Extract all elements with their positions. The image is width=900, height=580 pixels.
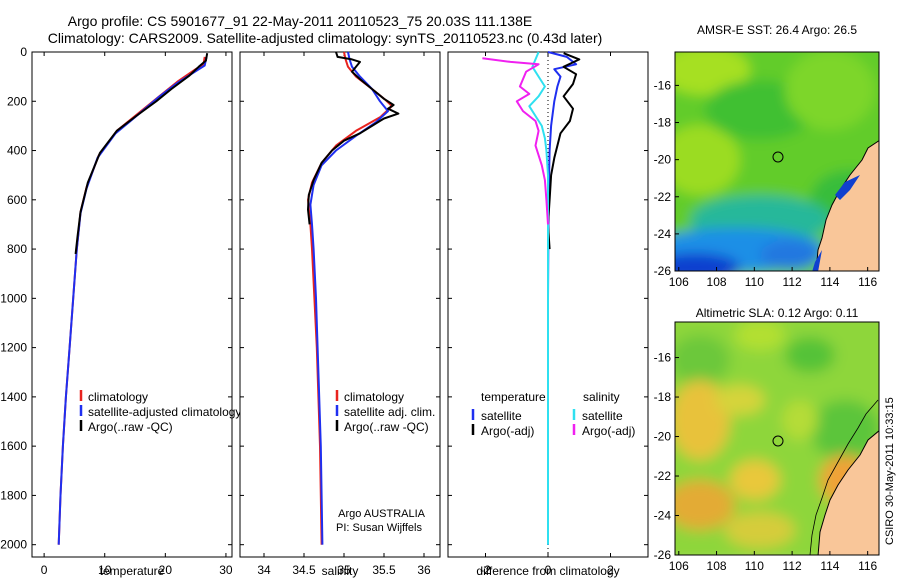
- temperature-xlabel: temperature: [100, 564, 165, 578]
- sst-land: [815, 140, 879, 271]
- sla-ytick-label: -16: [654, 351, 672, 365]
- difference-xtick-label: -2: [480, 563, 491, 577]
- difference-series-argo-line: [547, 52, 581, 250]
- depth-tick-label: 1800: [0, 488, 27, 502]
- sla-ytick-label: -26: [654, 548, 672, 562]
- sla-ytick-label: -22: [654, 469, 672, 483]
- sla-map-frame: [674, 321, 880, 556]
- salinity-legend-label: satellite adj. clim.: [344, 405, 435, 419]
- temperature-xtick-label: 20: [159, 563, 173, 577]
- temperature-series-argo-line: [74, 53, 209, 255]
- sla-xtick-label: 106: [669, 559, 689, 573]
- sst-ytick-label: -24: [654, 227, 672, 241]
- depth-tick-label: 1200: [0, 341, 27, 355]
- sst-xtick-label: 114: [820, 275, 839, 289]
- diff-legend-left-label: satellite: [481, 409, 522, 423]
- difference-xtick-label: 0: [545, 563, 552, 577]
- figure-title-line2: Climatology: CARS2009. Satellite-adjuste…: [48, 30, 603, 46]
- sst-ytick-label: -16: [654, 78, 672, 92]
- sla-ytick-label: -20: [654, 430, 672, 444]
- sst-ytick-label: -18: [654, 116, 672, 130]
- sst-xtick-label: 106: [669, 275, 689, 289]
- sla-xtick-label: 108: [707, 559, 727, 573]
- salinity-xtick-label: 34.5: [292, 563, 316, 577]
- salinity-xtick-label: 35: [337, 563, 351, 577]
- sst-ytick-label: -26: [654, 264, 672, 278]
- sst-xtick-label: 112: [783, 275, 802, 289]
- salinity-annotation-line1: Argo AUSTRALIA: [338, 508, 425, 520]
- salinity-axes-frame: [239, 51, 441, 558]
- sla-xtick-label: 110: [745, 559, 764, 573]
- figure-title-line1: Argo profile: CS 5901677_91 22-May-2011 …: [68, 13, 532, 29]
- sla-map: Altimetric SLA: 0.12 Argo: 0.11 106 108 11: [654, 306, 880, 573]
- depth-tick-label: 1400: [0, 390, 27, 404]
- sla-axis-ticks: 106 108 110 112 114 116 -16 -18 -20 -22 -24 -26: [654, 351, 878, 573]
- salinity-xtick-label: 35.5: [372, 563, 396, 577]
- sla-xtick-label: 114: [820, 559, 839, 573]
- depth-tick-label: 800: [7, 242, 27, 256]
- temperature-xtick-label: 30: [219, 563, 233, 577]
- panel-salinity: 34 34.5 35 35.5 36 salinity climatologysatelli…: [239, 51, 441, 578]
- sla-ytick-label: -18: [654, 390, 672, 404]
- salinity-annotation-line2: PI: Susan Wijffels: [336, 522, 422, 534]
- sst-xtick-label: 108: [707, 275, 727, 289]
- sla-coastline: [809, 399, 879, 555]
- depth-tick-label: 2000: [0, 538, 27, 552]
- diff-legend-right-title: salinity: [583, 390, 620, 404]
- sla-argo-marker: [772, 435, 784, 447]
- salinity-legend-label: Argo(..raw -QC): [344, 420, 429, 434]
- sst-map: AMSR-E SST: 26.4 Argo: 26.5 106 108 110 112…: [654, 23, 880, 289]
- sst-map-title: AMSR-E SST: 26.4 Argo: 26.5: [697, 23, 857, 37]
- side-label: CSIRO 30-May-2011 10:33:15: [884, 397, 896, 545]
- difference-xtick-label: 2: [607, 563, 614, 577]
- salinity-xlabel: salinity: [322, 564, 359, 578]
- sst-ytick-label: -22: [654, 190, 672, 204]
- sla-ytick-label: -24: [654, 509, 672, 523]
- difference-xlabel: difference from climatology: [476, 564, 619, 578]
- temperature-legend-label: satellite-adjusted climatology: [88, 405, 241, 419]
- sla-map-title: Altimetric SLA: 0.12 Argo: 0.11: [696, 306, 859, 320]
- temperature-legend-label: climatology: [88, 390, 148, 404]
- depth-tick-label: 1600: [0, 439, 27, 453]
- salinity-series-satellite-line: [309, 51, 389, 545]
- salinity-series-argo-line: [307, 51, 400, 225]
- depth-tick-label: 400: [7, 144, 27, 158]
- diff-legend-right-label: satellite: [582, 409, 623, 423]
- depth-tick-label: 600: [7, 193, 27, 207]
- salinity-xtick-label: 36: [417, 563, 431, 577]
- profile-panels: 0 10 20 30temperature0200400600800100012001…: [0, 45, 649, 578]
- depth-tick-label: 200: [7, 94, 27, 108]
- difference-series-sal_argo-line: [482, 57, 549, 225]
- temperature-legend-label: Argo(..raw -QC): [88, 420, 173, 434]
- temperature-xtick-label: 0: [41, 563, 48, 577]
- diff-legend-left-label: Argo(-adj): [481, 424, 534, 438]
- sst-map-frame: [674, 51, 880, 272]
- sla-land: [817, 430, 879, 555]
- sst-axis-ticks: 106 108 110 112 114 116 -16 -18 -20 -22 -24 -26: [654, 78, 878, 289]
- salinity-legend-label: climatology: [344, 390, 404, 404]
- diff-legend-right-label: Argo(-adj): [582, 424, 635, 438]
- sla-xtick-label: 112: [783, 559, 802, 573]
- salinity-xtick-label: 34: [257, 563, 271, 577]
- diff-legend-left-title: temperature: [481, 390, 546, 404]
- sst-coastal-band: [812, 175, 860, 271]
- difference-series-sal_satellite-line: [528, 51, 549, 545]
- sla-xtick-label: 116: [858, 559, 877, 573]
- sst-argo-marker: [772, 151, 784, 163]
- panel-temperature: 0 10 20 30 temperature 0 200 400 600 800 1000 1200 1…: [0, 45, 241, 578]
- sst-xtick-label: 110: [745, 275, 764, 289]
- temperature-axes-frame: [31, 51, 233, 558]
- sst-xtick-label: 116: [858, 275, 877, 289]
- depth-tick-label: 0: [20, 45, 27, 59]
- depth-tick-label: 1000: [0, 291, 27, 305]
- sst-ytick-label: -20: [654, 153, 672, 167]
- temperature-xtick-label: 10: [98, 563, 112, 577]
